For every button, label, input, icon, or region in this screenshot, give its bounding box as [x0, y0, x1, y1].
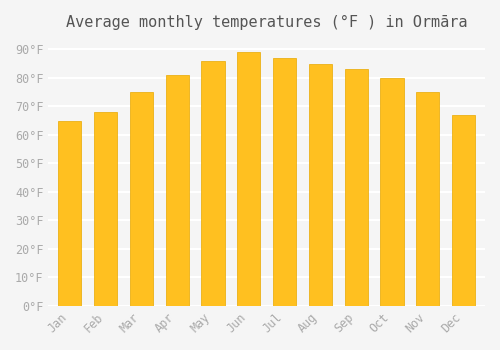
Bar: [308, 64, 332, 306]
Bar: [452, 115, 475, 306]
Title: Average monthly temperatures (°F ) in Ormāra: Average monthly temperatures (°F ) in Or…: [66, 15, 468, 30]
Bar: [344, 69, 368, 306]
Bar: [130, 92, 153, 306]
Bar: [237, 52, 260, 306]
Bar: [202, 61, 224, 306]
Bar: [94, 112, 118, 306]
Bar: [273, 58, 296, 306]
Bar: [166, 75, 189, 306]
Bar: [416, 92, 440, 306]
Bar: [58, 121, 82, 306]
Bar: [380, 78, 404, 306]
